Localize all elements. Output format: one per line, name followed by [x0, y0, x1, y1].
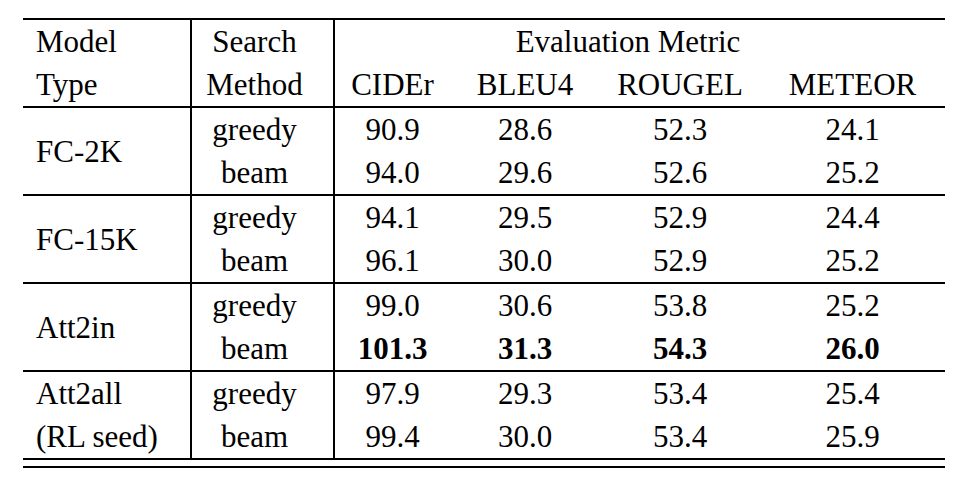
- model-name-fc2k: FC-2K: [23, 107, 191, 195]
- model-name-att2in: Att2in: [23, 283, 191, 371]
- metric-value-cider: 94.1: [334, 195, 450, 239]
- search-method-cell: beam: [191, 151, 334, 195]
- model-name-line: (RL seed): [36, 415, 190, 458]
- search-method-cell: beam: [191, 239, 334, 283]
- metric-value-rougel: 52.6: [600, 151, 760, 195]
- metric-value-rougel: 52.9: [600, 195, 760, 239]
- metric-value-meteor: 24.4: [760, 195, 945, 239]
- metric-value-cider: 99.4: [334, 415, 450, 459]
- header-search-method: Search Method: [191, 19, 334, 107]
- metric-value-rougel-best: 54.3: [600, 327, 760, 371]
- metric-value-bleu4: 28.6: [450, 107, 600, 151]
- metric-value-cider: 94.0: [334, 151, 450, 195]
- metric-value-meteor: 24.1: [760, 107, 945, 151]
- metric-value-rougel: 53.8: [600, 283, 760, 327]
- model-name-line: Att2all: [36, 372, 190, 415]
- metric-value-meteor: 25.9: [760, 415, 945, 459]
- header-evaluation-metric: Evaluation Metric: [334, 19, 945, 63]
- model-name-att2all-rl-seed: Att2all (RL seed): [23, 371, 191, 459]
- metric-value-meteor: 25.2: [760, 239, 945, 283]
- metric-value-meteor: 25.2: [760, 151, 945, 195]
- results-table: Model Type Search Method Evaluation Metr…: [23, 18, 945, 460]
- metric-value-cider: 90.9: [334, 107, 450, 151]
- header-meteor: METEOR: [760, 63, 945, 107]
- header-bleu4: BLEU4: [450, 63, 600, 107]
- metric-value-cider-best: 101.3: [334, 327, 450, 371]
- metric-value-meteor: 25.4: [760, 371, 945, 415]
- header-search-line2: Method: [192, 63, 317, 106]
- metric-value-cider: 96.1: [334, 239, 450, 283]
- table-row-att2in-greedy: Att2in greedy 99.0 30.6 53.8 25.2: [23, 283, 945, 327]
- search-method-cell: greedy: [191, 195, 334, 239]
- search-method-cell: greedy: [191, 371, 334, 415]
- model-name-line: Att2in: [36, 306, 190, 349]
- search-method-cell: greedy: [191, 107, 334, 151]
- model-name-fc15k: FC-15K: [23, 195, 191, 283]
- header-model-type: Model Type: [23, 19, 191, 107]
- search-method-cell: greedy: [191, 283, 334, 327]
- search-method-cell: beam: [191, 327, 334, 371]
- metric-value-bleu4: 30.6: [450, 283, 600, 327]
- metric-value-meteor: 25.2: [760, 283, 945, 327]
- paper-table-figure: Model Type Search Method Evaluation Metr…: [0, 0, 974, 486]
- header-model-line1: Model: [36, 20, 190, 63]
- table-row-att2all-greedy: Att2all (RL seed) greedy 97.9 29.3 53.4 …: [23, 371, 945, 415]
- metric-value-bleu4: 29.6: [450, 151, 600, 195]
- metric-value-rougel: 53.4: [600, 415, 760, 459]
- metric-value-bleu4: 30.0: [450, 239, 600, 283]
- metric-value-cider: 99.0: [334, 283, 450, 327]
- model-name-line: FC-15K: [36, 218, 190, 261]
- metric-value-bleu4: 29.5: [450, 195, 600, 239]
- metric-value-rougel: 52.9: [600, 239, 760, 283]
- double-rule-bottom: [23, 466, 945, 468]
- metric-value-rougel: 53.4: [600, 371, 760, 415]
- metric-value-rougel: 52.3: [600, 107, 760, 151]
- header-rougel: ROUGEL: [600, 63, 760, 107]
- header-model-line2: Type: [36, 63, 190, 106]
- metric-value-bleu4-best: 31.3: [450, 327, 600, 371]
- search-method-cell: beam: [191, 415, 334, 459]
- metric-value-bleu4: 30.0: [450, 415, 600, 459]
- header-row-1: Model Type Search Method Evaluation Metr…: [23, 19, 945, 63]
- header-cider: CIDEr: [334, 63, 450, 107]
- metric-value-meteor-best: 26.0: [760, 327, 945, 371]
- metric-value-bleu4: 29.3: [450, 371, 600, 415]
- metric-value-cider: 97.9: [334, 371, 450, 415]
- table-row-fc15k-greedy: FC-15K greedy 94.1 29.5 52.9 24.4: [23, 195, 945, 239]
- header-search-line1: Search: [192, 20, 317, 63]
- model-name-line: FC-2K: [36, 130, 190, 173]
- table-row-fc2k-greedy: FC-2K greedy 90.9 28.6 52.3 24.1: [23, 107, 945, 151]
